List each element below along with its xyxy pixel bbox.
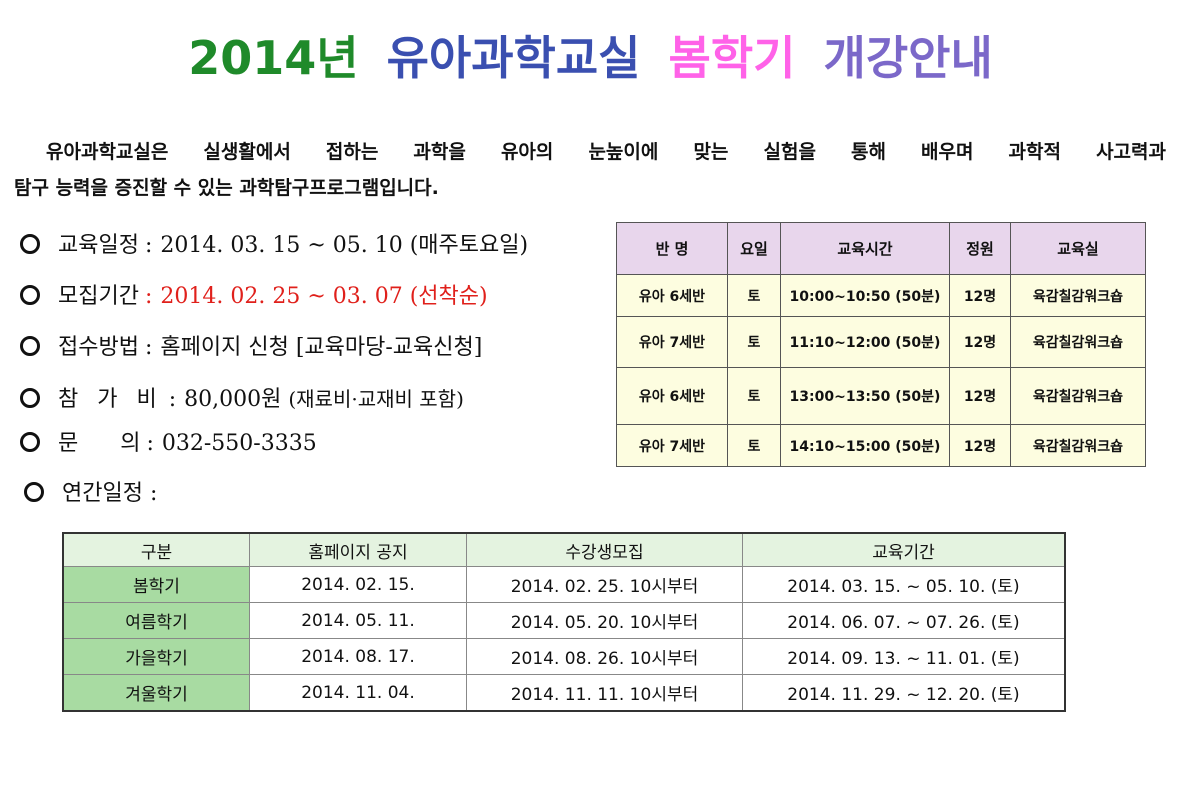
info-label: 연간일정 : — [62, 481, 158, 506]
info-value: 홈페이지 신청 [교육마당-교육신청] — [160, 335, 483, 360]
info-fee: 참 가 비:80,000원 (재료비·교재비 포함) — [20, 383, 464, 415]
table-cell: 2014. 02. 25. 10시부터 — [466, 566, 743, 603]
table-header: 교육기간 — [742, 532, 1066, 567]
table-cell: 2014. 11. 29. ~ 12. 20. (토) — [742, 674, 1066, 712]
table-cell: 2014. 06. 07. ~ 07. 26. (토) — [742, 602, 1066, 639]
info-yearly: 연간일정 : — [24, 478, 157, 510]
info-label: 모집기간 — [58, 284, 139, 309]
table-cell: 겨울학기 — [62, 674, 250, 712]
class-schedule-table: 반 명 요일 교육시간 정원 교육실 유아 6세반 토 10:00~10:50 … — [616, 222, 1146, 467]
table-cell: 12명 — [949, 316, 1011, 368]
info-label: 접수방법 — [58, 335, 139, 360]
table-cell: 육감칠감워크숍 — [1010, 424, 1146, 467]
table-cell: 육감칠감워크숍 — [1010, 367, 1146, 425]
table-header: 요일 — [727, 222, 781, 275]
info-note: (재료비·교재비 포함) — [288, 387, 464, 411]
table-row: 유아 6세반 토 10:00~10:50 (50분) 12명 육감칠감워크숍 — [616, 274, 1146, 317]
info-label: 문 의 — [58, 431, 141, 456]
table-cell: 2014. 11. 11. 10시부터 — [466, 674, 743, 712]
circle-bullet-icon — [24, 482, 44, 502]
table-cell: 여름학기 — [62, 602, 250, 639]
info-label: 참 가 비 — [58, 387, 163, 412]
info-value: 032-550-3335 — [161, 431, 317, 456]
table-row: 봄학기 2014. 02. 15. 2014. 02. 25. 10시부터 20… — [62, 566, 1066, 603]
intro-line-2: 탐구 능력을 증진할 수 있는 과학탐구프로그램입니다. — [14, 177, 439, 199]
table-header: 수강생모집 — [466, 532, 743, 567]
table-header: 교육실 — [1010, 222, 1146, 275]
title-guide: 개강안내 — [823, 31, 993, 85]
table-cell: 2014. 05. 20. 10시부터 — [466, 602, 743, 639]
table-cell: 10:00~10:50 (50분) — [780, 274, 950, 317]
table-cell: 13:00~13:50 (50분) — [780, 367, 950, 425]
table-cell: 유아 6세반 — [616, 367, 728, 425]
intro-paragraph: 유아과학교실은 실생활에서 접하는 과학을 유아의 눈높이에 맞는 실험을 통해… — [14, 134, 1166, 206]
yearly-schedule-table: 구분 홈페이지 공지 수강생모집 교육기간 봄학기 2014. 02. 15. … — [62, 532, 1066, 712]
info-apply: 접수방법: 홈페이지 신청 [교육마당-교육신청] — [20, 332, 482, 364]
table-cell: 2014. 11. 04. — [249, 674, 467, 712]
title-year: 2014년 — [188, 31, 359, 85]
table-cell: 유아 7세반 — [616, 316, 728, 368]
table-cell: 토 — [727, 424, 781, 467]
table-row: 겨울학기 2014. 11. 04. 2014. 11. 11. 10시부터 2… — [62, 674, 1066, 712]
page-title: 2014년 유아과학교실 봄학기 개강안내 — [0, 22, 1181, 88]
info-label: 교육일정 — [58, 233, 139, 258]
table-row: 유아 7세반 토 11:10~12:00 (50분) 12명 육감칠감워크숍 — [616, 316, 1146, 368]
table-cell: 2014. 03. 15. ~ 05. 10. (토) — [742, 566, 1066, 603]
intro-line-1: 유아과학교실은 실생활에서 접하는 과학을 유아의 눈높이에 맞는 실험을 통해… — [46, 141, 1166, 163]
info-value: 2014. 02. 25 ~ 03. 07 (선착순) — [160, 284, 488, 309]
table-row: 가을학기 2014. 08. 17. 2014. 08. 26. 10시부터 2… — [62, 638, 1066, 675]
table-cell: 12명 — [949, 274, 1011, 317]
table-cell: 육감칠감워크숍 — [1010, 274, 1146, 317]
table-cell: 가을학기 — [62, 638, 250, 675]
table-cell: 2014. 09. 13. ~ 11. 01. (토) — [742, 638, 1066, 675]
table-header: 정원 — [949, 222, 1011, 275]
table-row: 유아 7세반 토 14:10~15:00 (50분) 12명 육감칠감워크숍 — [616, 424, 1146, 467]
table-row: 유아 6세반 토 13:00~13:50 (50분) 12명 육감칠감워크숍 — [616, 367, 1146, 425]
circle-bullet-icon — [20, 432, 40, 452]
table-header: 반 명 — [616, 222, 728, 275]
info-contact: 문 의:032-550-3335 — [20, 428, 317, 460]
title-classroom: 유아과학교실 — [386, 31, 641, 85]
table-cell: 12명 — [949, 424, 1011, 467]
table-header: 홈페이지 공지 — [249, 532, 467, 567]
table-cell: 유아 7세반 — [616, 424, 728, 467]
table-header: 교육시간 — [780, 222, 950, 275]
table-cell: 봄학기 — [62, 566, 250, 603]
circle-bullet-icon — [20, 285, 40, 305]
table-cell: 토 — [727, 367, 781, 425]
table-cell: 2014. 08. 26. 10시부터 — [466, 638, 743, 675]
table-cell: 유아 6세반 — [616, 274, 728, 317]
table-cell: 2014. 08. 17. — [249, 638, 467, 675]
circle-bullet-icon — [20, 234, 40, 254]
table-cell: 토 — [727, 274, 781, 317]
info-value: 80,000원 — [184, 387, 282, 412]
table-cell: 육감칠감워크숍 — [1010, 316, 1146, 368]
circle-bullet-icon — [20, 388, 40, 408]
table-cell: 12명 — [949, 367, 1011, 425]
info-recruit: 모집기간:2014. 02. 25 ~ 03. 07 (선착순) — [20, 281, 488, 313]
info-schedule: 교육일정:2014. 03. 15 ~ 05. 10 (매주토요일) — [20, 230, 528, 262]
table-cell: 토 — [727, 316, 781, 368]
table-cell: 14:10~15:00 (50분) — [780, 424, 950, 467]
table-row: 여름학기 2014. 05. 11. 2014. 05. 20. 10시부터 2… — [62, 602, 1066, 639]
table-header: 구분 — [62, 532, 250, 567]
title-season: 봄학기 — [668, 31, 796, 85]
circle-bullet-icon — [20, 336, 40, 356]
table-cell: 2014. 02. 15. — [249, 566, 467, 603]
table-cell: 11:10~12:00 (50분) — [780, 316, 950, 368]
info-value: 2014. 03. 15 ~ 05. 10 (매주토요일) — [160, 233, 529, 258]
table-cell: 2014. 05. 11. — [249, 602, 467, 639]
